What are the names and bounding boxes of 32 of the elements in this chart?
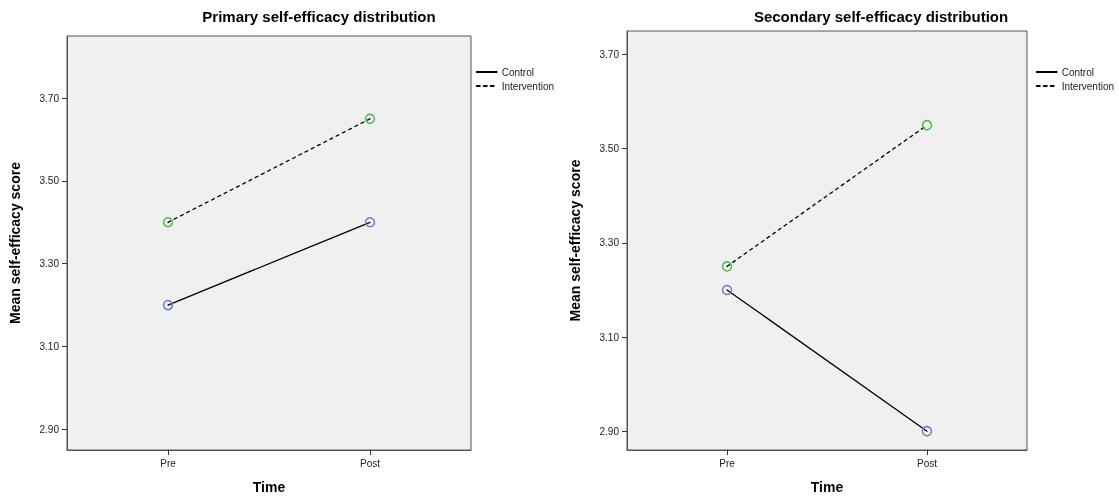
x-axis-title: Time xyxy=(252,479,286,495)
point xyxy=(921,425,933,437)
y-tick-label: 3.30 xyxy=(599,237,620,249)
point xyxy=(162,217,174,228)
y-tick-label: 2.90 xyxy=(39,423,60,435)
point xyxy=(162,299,174,311)
y-tick-label: 3.70 xyxy=(599,49,620,61)
x-tick-label: Post xyxy=(916,457,938,469)
x-tick-label: Pre xyxy=(719,457,736,469)
y-tick-label: 3.30 xyxy=(39,258,60,270)
point xyxy=(921,119,933,131)
x-tick-label: Pre xyxy=(160,457,177,469)
y-tick-label: 3.50 xyxy=(599,143,620,155)
x-axis-title: Time xyxy=(810,479,844,495)
y-tick-label: 2.90 xyxy=(599,425,620,437)
chart-title: Secondary self-efficacy distribution xyxy=(753,8,1009,25)
y-axis-title: Mean self-efficacy score xyxy=(7,161,23,324)
x-tick-label: Post xyxy=(359,457,381,469)
legend-label: Control xyxy=(501,66,534,78)
point xyxy=(721,261,733,272)
y-tick-label: 3.50 xyxy=(39,175,60,187)
chart-title: Primary self-efficacy distribution xyxy=(202,8,436,25)
y-tick-label: 3.10 xyxy=(599,331,620,343)
y-tick-label: 3.10 xyxy=(39,341,60,352)
legend-label: Intervention xyxy=(501,80,555,92)
point xyxy=(364,217,376,228)
y-axis-title: Mean self-efficacy score xyxy=(567,159,583,322)
y-tick-label: 3.70 xyxy=(39,92,60,104)
legend-label: Intervention xyxy=(1061,80,1115,92)
point xyxy=(721,284,733,296)
legend-label: Control xyxy=(1061,66,1094,78)
point xyxy=(364,113,376,125)
